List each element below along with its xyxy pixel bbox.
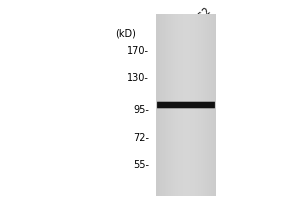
Text: 170-: 170-: [127, 46, 149, 56]
Text: HepG2: HepG2: [182, 5, 212, 36]
Text: 72-: 72-: [133, 133, 149, 143]
Text: 95-: 95-: [133, 105, 149, 115]
Text: 130-: 130-: [127, 73, 149, 83]
FancyBboxPatch shape: [157, 102, 215, 108]
Text: 55-: 55-: [133, 160, 149, 170]
Text: (kD): (kD): [116, 29, 136, 39]
